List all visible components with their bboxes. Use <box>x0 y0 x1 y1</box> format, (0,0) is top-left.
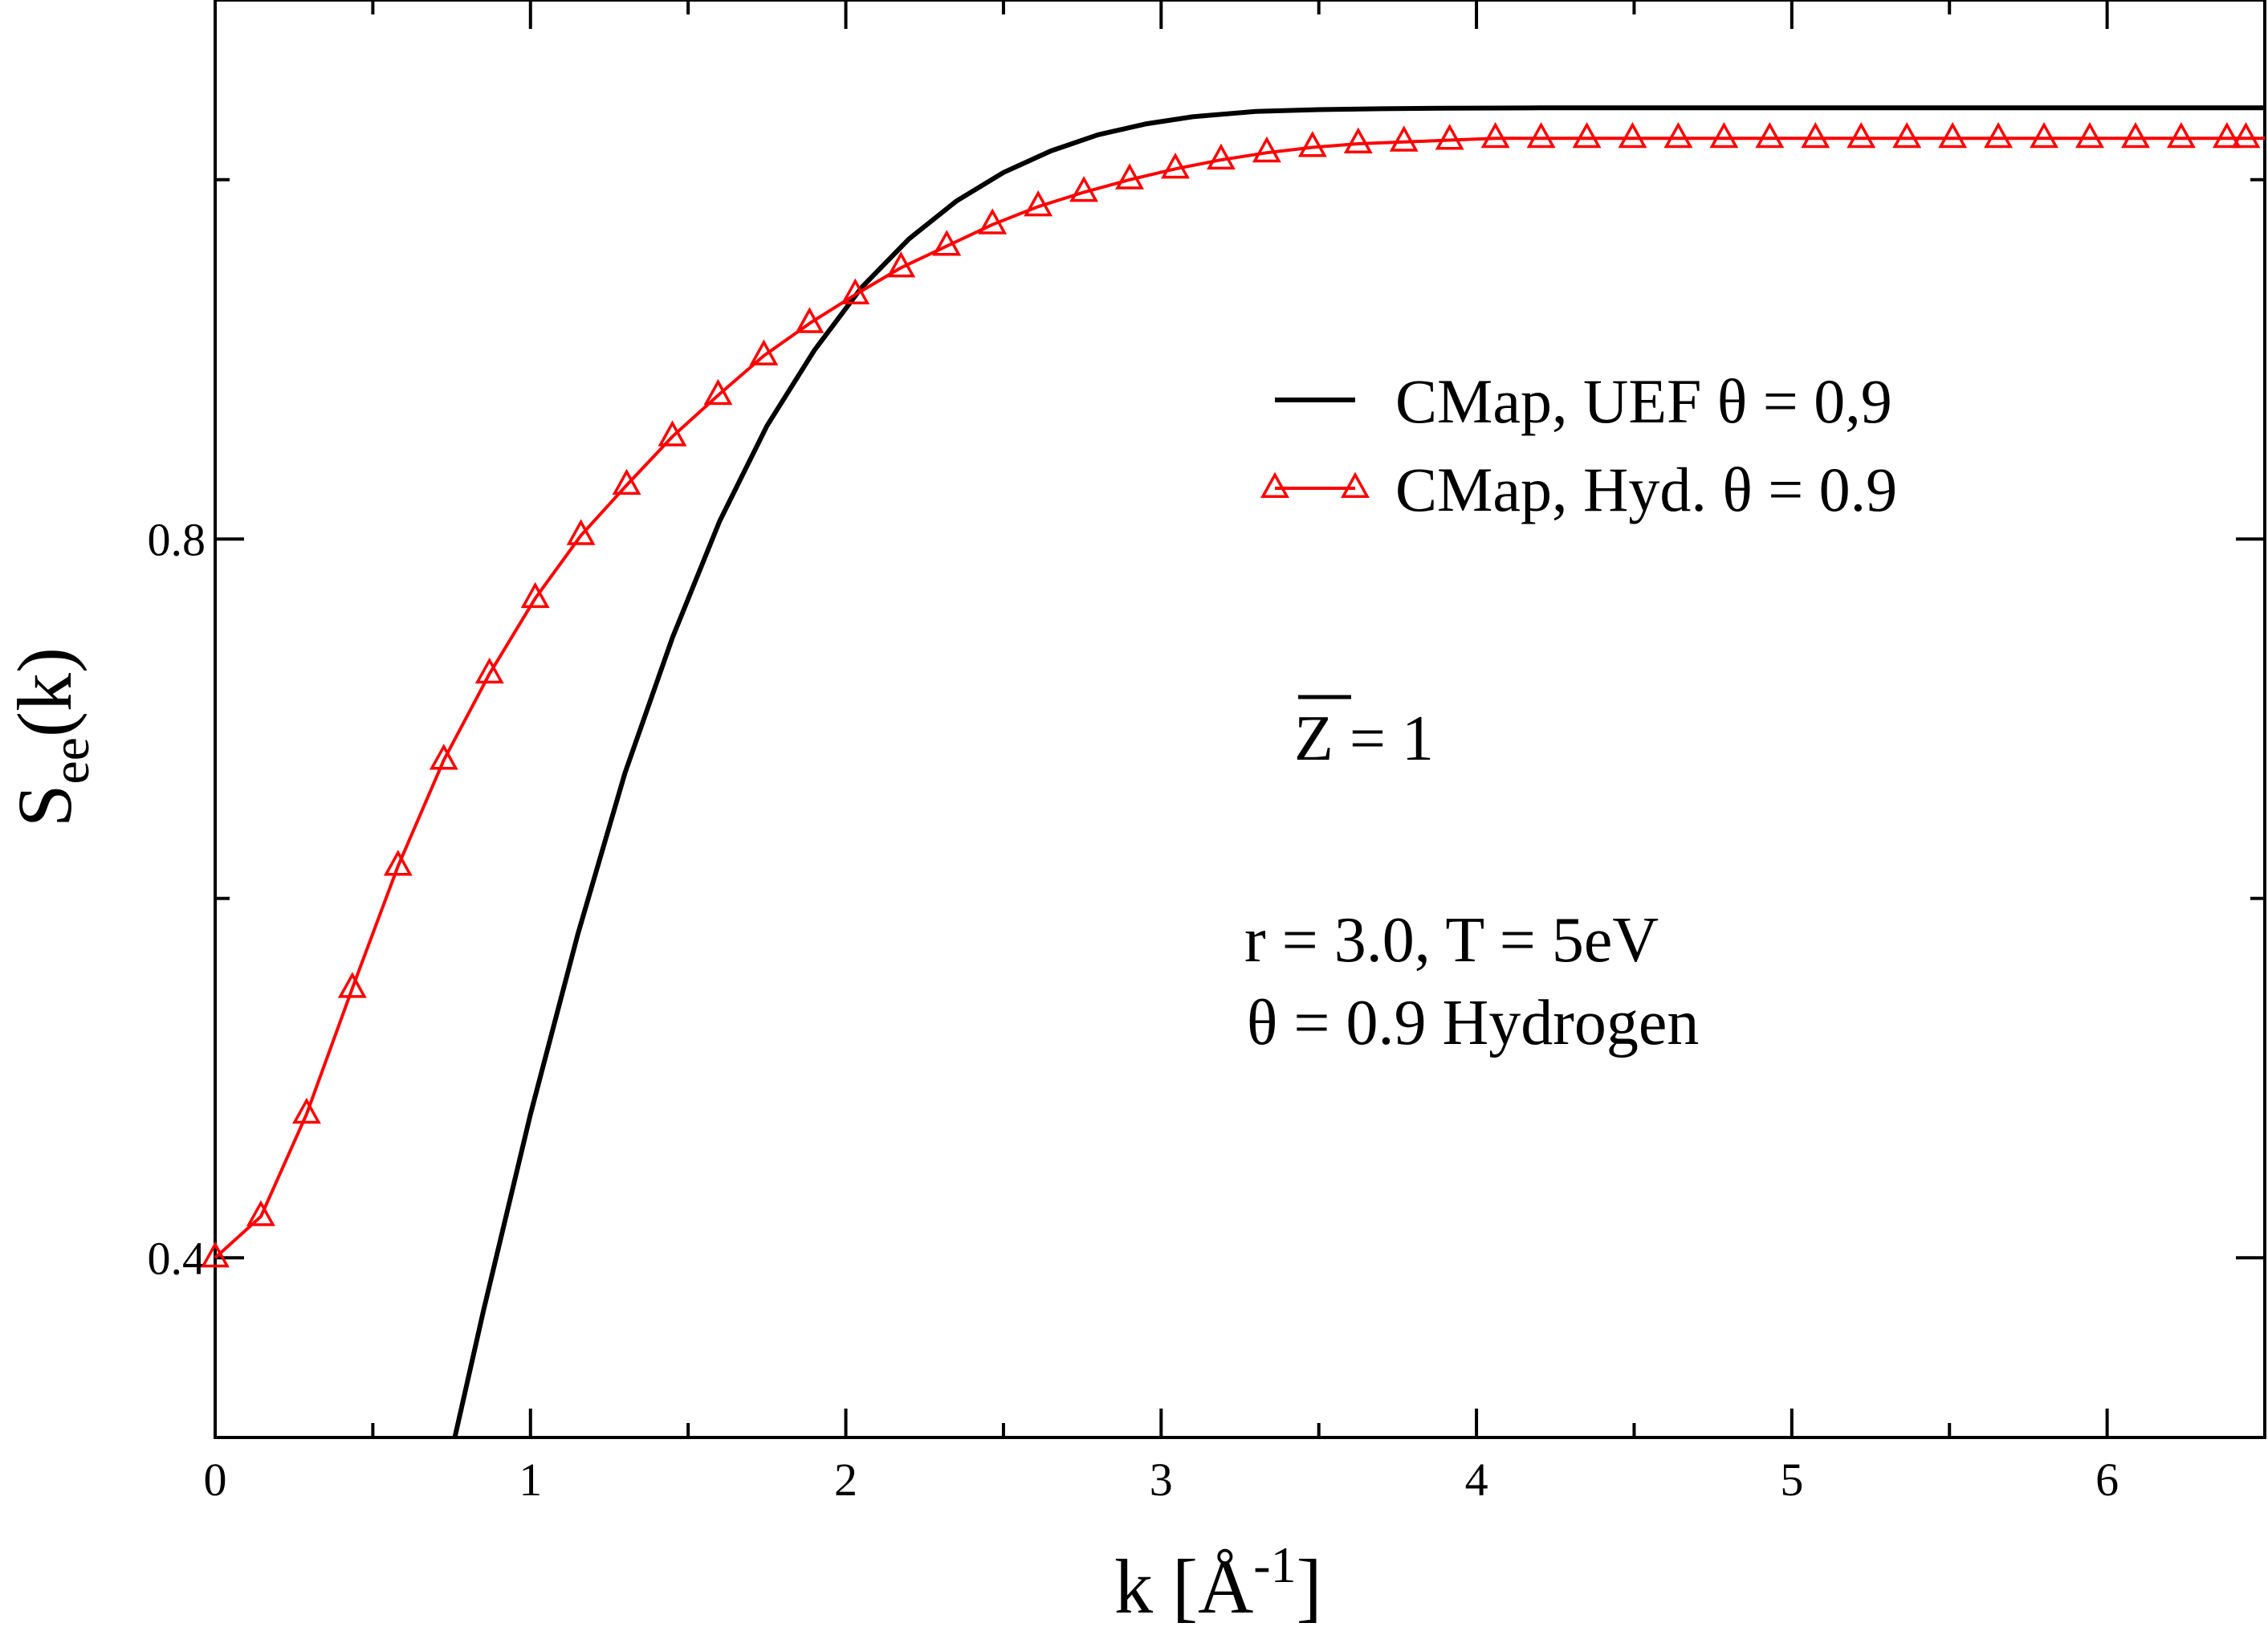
data-point <box>703 378 733 406</box>
data-point <box>612 468 641 495</box>
data-point <box>2212 121 2242 149</box>
x-tick-label: 1 <box>519 1454 542 1506</box>
annotation-params-1: r = 3.0, T = 5eV <box>1244 905 1659 976</box>
data-point <box>1252 136 1281 163</box>
data-point <box>520 581 550 609</box>
data-point <box>2075 121 2104 149</box>
legend-label-hyd: CMap, Hyd. θ = 0.9 <box>1395 455 1897 524</box>
series-layer <box>201 105 2265 1438</box>
data-point <box>1069 176 1099 202</box>
legend: CMap, UEF θ = 0,9 CMap, Hyd. θ = 0.9 <box>1260 366 1897 524</box>
data-point <box>2166 121 2196 149</box>
data-point <box>1618 121 1647 149</box>
x-tick-label: 3 <box>1150 1454 1173 1506</box>
data-point <box>978 208 1008 234</box>
data-point <box>2120 121 2150 149</box>
y-axis-title: See(k) <box>2 647 100 827</box>
annotation-zbar: Z = 1 <box>1294 703 1434 774</box>
y-tick-label: 0.4 <box>148 1232 206 1284</box>
legend-label-uef: CMap, UEF θ = 0,9 <box>1395 366 1892 436</box>
data-point <box>2030 121 2059 149</box>
x-tick-label: 6 <box>2095 1454 2119 1506</box>
data-point <box>1435 124 1464 150</box>
data-point <box>291 1097 321 1124</box>
data-point <box>886 251 916 278</box>
legend-swatch-marker <box>1260 471 1289 499</box>
data-point <box>932 230 962 256</box>
data-point <box>1526 121 1556 149</box>
annotations: Z = 1 r = 3.0, T = 5eV θ = 0.9 Hydrogen <box>1244 695 1699 1058</box>
data-point <box>1297 131 1327 157</box>
data-point <box>841 278 870 304</box>
x-tick-label: 4 <box>1465 1454 1488 1506</box>
data-point <box>1663 121 1693 149</box>
data-point <box>1161 152 1190 179</box>
data-point <box>1709 121 1739 149</box>
data-point <box>1938 121 1968 149</box>
data-point <box>1389 125 1419 152</box>
data-point <box>429 744 458 770</box>
data-point <box>1755 121 1785 149</box>
y-tick-label: 0.8 <box>148 513 206 565</box>
data-point <box>749 339 779 366</box>
data-point <box>474 657 504 684</box>
data-point <box>795 307 825 333</box>
data-point <box>1480 121 1510 149</box>
x-tick-label: 2 <box>834 1454 857 1506</box>
data-point <box>566 519 596 545</box>
data-point <box>1115 163 1145 190</box>
data-point <box>246 1200 275 1226</box>
data-point <box>1892 121 1922 149</box>
data-point <box>1024 190 1053 217</box>
x-tick-label: 5 <box>1780 1454 1803 1506</box>
legend-swatch-marker <box>1341 471 1370 499</box>
data-point <box>1343 127 1373 154</box>
data-point <box>383 850 413 876</box>
annotation-params-2: θ = 0.9 Hydrogen <box>1247 988 1699 1058</box>
data-point <box>1801 121 1830 149</box>
data-point <box>1206 143 1236 170</box>
tick-labels: 0 1 2 3 4 5 6 0.4 0.8 <box>148 513 2119 1506</box>
plot-frame <box>214 0 2266 1439</box>
data-point <box>1847 121 1876 149</box>
data-point <box>2231 121 2261 149</box>
data-point <box>337 972 367 998</box>
x-axis-title: k [Å-1] <box>1114 1536 1322 1627</box>
data-point <box>1984 121 2014 149</box>
x-tick-label: 0 <box>204 1454 227 1506</box>
series-line-0 <box>452 105 2265 1438</box>
data-point <box>658 420 687 447</box>
axis-ticks <box>214 0 2265 1437</box>
series-line-1 <box>214 137 2265 1259</box>
data-point <box>1572 121 1602 149</box>
legend-swatch-hyd <box>1260 471 1370 499</box>
data-point <box>201 1241 230 1268</box>
